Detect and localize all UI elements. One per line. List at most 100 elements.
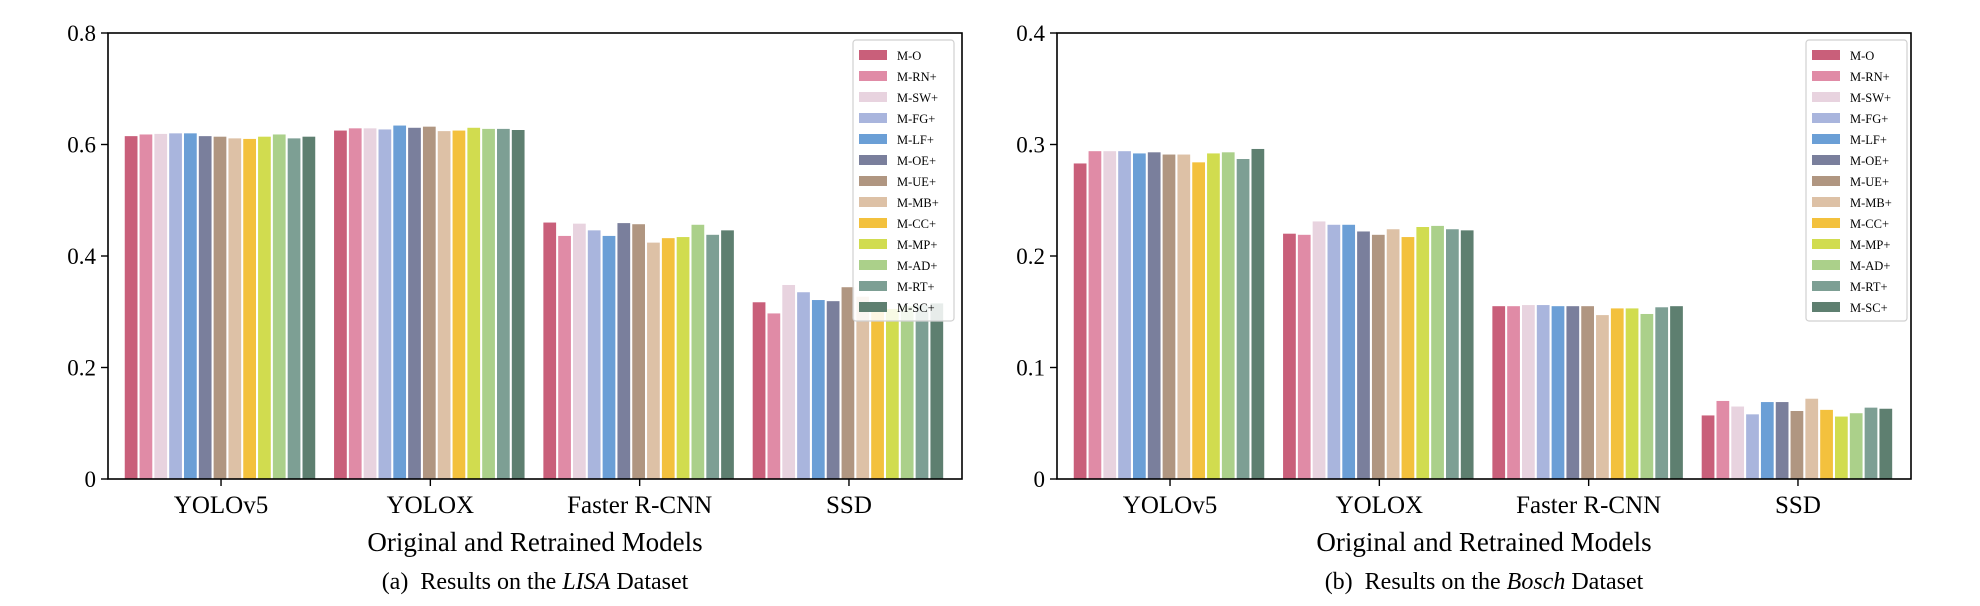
- legend: M-O M-RN+ M-SW+ M-FG+ M-LF+ M-OE+ M-UE+ M-MB+ M-…: [852, 39, 955, 322]
- legend-swatch: [1812, 92, 1840, 102]
- y-tick-label: 0.4: [1016, 21, 1045, 46]
- bar-M-MP+-Faster R-CNN: [676, 237, 690, 479]
- legend-swatch: [859, 302, 887, 312]
- legend-label: M-RN+: [1850, 70, 1890, 84]
- legend-box: [1805, 39, 1908, 322]
- bar-M-RT+-Faster R-CNN: [1655, 307, 1669, 479]
- legend-label: M-MP+: [897, 238, 937, 252]
- bar-M-MB+-YOLOX: [437, 131, 451, 479]
- legend-label: M-AD+: [1850, 259, 1890, 273]
- bar-M-SW+-YOLOX: [363, 128, 377, 479]
- bar-M-UE+-SSD: [1790, 410, 1804, 479]
- bar-M-LF+-SSD: [811, 300, 825, 479]
- bar-M-FG+-YOLOv5: [1118, 151, 1131, 479]
- legend-swatch: [859, 113, 887, 123]
- legend-swatch: [859, 218, 887, 228]
- bar-M-O-Faster R-CNN: [543, 222, 557, 480]
- legend-swatch: [859, 260, 887, 270]
- legend-label: M-LF+: [897, 133, 934, 147]
- bar-M-CC+-Faster R-CNN: [1610, 308, 1624, 479]
- bar-M-RN+-YOLOv5: [1088, 151, 1102, 479]
- bar-M-OE+-SSD: [1775, 402, 1789, 479]
- bar-M-FG+-YOLOX: [378, 129, 392, 479]
- y-tick-label: 0.8: [67, 21, 96, 46]
- bar-M-AD+-Faster R-CNN: [1640, 313, 1654, 479]
- legend-swatch: [859, 134, 887, 144]
- y-tick-label: 0.6: [67, 133, 96, 158]
- legend-swatch: [1812, 155, 1840, 165]
- bar-M-MP+-YOLOv5: [1207, 153, 1220, 480]
- bar-M-AD+-YOLOX: [1431, 225, 1444, 479]
- legend-swatch: [859, 155, 887, 165]
- x-tick-label: YOLOX: [1336, 492, 1424, 519]
- y-tick-label: 0.3: [1016, 133, 1045, 158]
- bar-M-MP+-YOLOX: [1416, 227, 1430, 479]
- legend-swatch: [1812, 281, 1840, 291]
- bar-M-SC+-SSD: [930, 303, 944, 479]
- legend-swatch: [1812, 50, 1840, 60]
- bar-M-UE+-Faster R-CNN: [632, 224, 645, 479]
- bar-M-FG+-Faster R-CNN: [1536, 305, 1550, 479]
- bar-M-OE+-YOLOX: [1357, 231, 1370, 479]
- legend-swatch: [859, 281, 887, 291]
- bar-M-O-YOLOv5: [124, 136, 138, 479]
- legend-label: M-CC+: [897, 217, 936, 231]
- bar-M-MB+-Faster R-CNN: [647, 242, 660, 479]
- bar-M-CC+-SSD: [1820, 409, 1833, 479]
- legend-swatch: [1812, 197, 1840, 207]
- bar-M-RN+-YOLOX: [1297, 234, 1311, 479]
- bar-M-AD+-SSD: [1849, 413, 1863, 479]
- bar-M-FG+-SSD: [1746, 414, 1759, 479]
- legend-label: M-RT+: [1850, 280, 1888, 294]
- x-tick-label: YOLOv5: [1123, 492, 1217, 519]
- bar-M-MB+-Faster R-CNN: [1596, 315, 1609, 479]
- bar-M-OE+-Faster R-CNN: [617, 223, 631, 479]
- legend-label: M-RN+: [897, 70, 937, 84]
- x-tick-label: YOLOv5: [174, 492, 268, 519]
- legend-label: M-SW+: [1850, 91, 1891, 105]
- bar-M-SW+-YOLOX: [1312, 221, 1326, 479]
- bar-M-FG+-YOLOv5: [169, 133, 182, 479]
- x-tick-label: SSD: [826, 492, 872, 519]
- bar-M-OE+-YOLOv5: [1147, 152, 1161, 479]
- bar-M-MB+-SSD: [856, 296, 870, 479]
- bar-M-UE+-SSD: [841, 287, 855, 479]
- bar-M-LF+-SSD: [1760, 402, 1774, 479]
- legend-swatch: [1812, 260, 1840, 270]
- legend-label: M-FG+: [897, 112, 935, 126]
- bar-M-O-SSD: [1701, 415, 1715, 479]
- y-tick-label: 0.2: [67, 356, 96, 381]
- bar-M-MB+-YOLOv5: [228, 138, 242, 479]
- x-tick-label: SSD: [1775, 492, 1821, 519]
- bar-M-CC+-Faster R-CNN: [661, 238, 675, 479]
- legend-swatch: [859, 239, 887, 249]
- legend-label: M-RT+: [897, 280, 935, 294]
- legend-label: M-MB+: [1850, 196, 1892, 210]
- bar-M-LF+-YOLOX: [393, 125, 407, 480]
- bar-M-SW+-Faster R-CNN: [573, 223, 586, 479]
- bar-M-MB+-YOLOv5: [1177, 154, 1191, 480]
- legend-swatch: [1812, 239, 1840, 249]
- bars: [124, 125, 944, 480]
- legend-swatch: [1812, 71, 1840, 81]
- bar-M-SW+-Faster R-CNN: [1522, 305, 1535, 479]
- chart-panel-a: 0 0.2 0.4 0.6 0.8 YOLOv5 YOLOX Faster R-CNN SSD O…: [67, 21, 963, 595]
- y-tick-label: 0.2: [1016, 244, 1045, 269]
- legend-label: M-MB+: [897, 196, 939, 210]
- legend-swatch: [859, 176, 887, 186]
- x-tick-label: Faster R-CNN: [1516, 492, 1661, 519]
- bar-M-SC+-SSD: [1879, 408, 1893, 479]
- bar-M-OE+-YOLOX: [408, 127, 421, 479]
- bar-M-CC+-YOLOX: [452, 130, 466, 479]
- legend-swatch: [1812, 134, 1840, 144]
- bar-M-RT+-Faster R-CNN: [706, 234, 720, 479]
- legend-swatch: [1812, 113, 1840, 123]
- bar-M-RT+-SSD: [915, 305, 929, 479]
- bar-M-O-YOLOX: [334, 130, 347, 479]
- bar-M-SC+-YOLOv5: [302, 136, 316, 479]
- legend-label: M-UE+: [1850, 175, 1889, 189]
- bar-M-CC+-YOLOv5: [243, 138, 256, 479]
- bar-M-FG+-SSD: [797, 292, 810, 479]
- bar-M-SW+-SSD: [1731, 406, 1745, 479]
- legend: M-O M-RN+ M-SW+ M-FG+ M-LF+ M-OE+ M-UE+ M-MB+ M-…: [1805, 39, 1908, 322]
